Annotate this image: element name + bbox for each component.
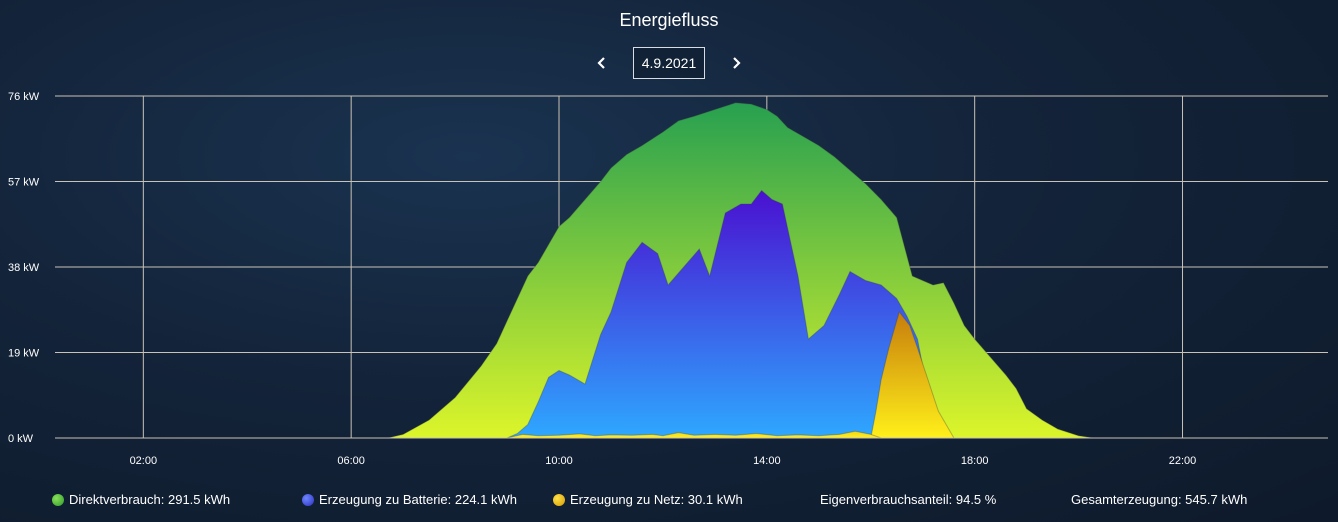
x-tick-label: 10:00 (545, 455, 573, 467)
y-tick-label: 0 kW (8, 433, 34, 445)
legend-label: Erzeugung zu Netz: 30.1 kWh (570, 492, 743, 507)
x-tick-label: 18:00 (961, 455, 989, 467)
legend-item-netz[interactable]: Erzeugung zu Netz: 30.1 kWh (553, 492, 743, 507)
x-tick-label: 14:00 (753, 455, 781, 467)
stat-label: Gesamterzeugung: 545.7 kWh (1071, 492, 1248, 507)
date-picker[interactable]: 4.9.2021 (632, 47, 706, 79)
x-tick-label: 02:00 (130, 455, 158, 467)
self-consumption-share: Eigenverbrauchsanteil: 94.5 % (820, 492, 996, 507)
chart-title: Energiefluss (619, 10, 719, 30)
y-tick-label: 57 kW (8, 177, 40, 189)
legend-label: Direktverbrauch: 291.5 kWh (69, 492, 231, 507)
previous-day-button[interactable] (593, 54, 611, 72)
date-navigation: 4.9.2021 (0, 46, 1338, 80)
energy-flow-chart: 0 kW 19 kW 38 kW 57 kW 76 kW 02:00 06:00 10:00 1… (8, 91, 1328, 467)
stat-label: Eigenverbrauchsanteil: 94.5 % (820, 492, 997, 507)
legend-item-batterie[interactable]: Erzeugung zu Batterie: 224.1 kWh (302, 492, 517, 507)
series-area-erzeugung-zu-netz[interactable] (870, 310, 955, 439)
series-area-erzeugung-zu-batterie[interactable] (506, 189, 956, 439)
legend-dot-blue (302, 493, 314, 506)
next-day-button[interactable] (727, 54, 745, 72)
x-tick-label: 22:00 (1169, 455, 1197, 467)
total-generation: Gesamterzeugung: 545.7 kWh (1071, 492, 1247, 507)
chevron-left-icon (597, 57, 605, 69)
legend-dot-green (52, 493, 64, 506)
chart-legend: Direktverbrauch: 291.5 kWh Erzeugung zu … (0, 492, 1338, 512)
y-tick-label: 38 kW (8, 262, 40, 274)
chevron-right-icon (733, 57, 741, 69)
y-tick-label: 76 kW (8, 91, 40, 103)
legend-label: Erzeugung zu Batterie: 224.1 kWh (319, 492, 518, 507)
legend-dot-yellow (553, 493, 565, 506)
x-tick-label: 06:00 (337, 455, 365, 467)
legend-item-direktverbrauch[interactable]: Direktverbrauch: 291.5 kWh (52, 492, 230, 507)
y-tick-label: 19 kW (8, 348, 40, 360)
series-area-erzeugung-zu-netz-niedrig-[interactable] (506, 430, 882, 439)
